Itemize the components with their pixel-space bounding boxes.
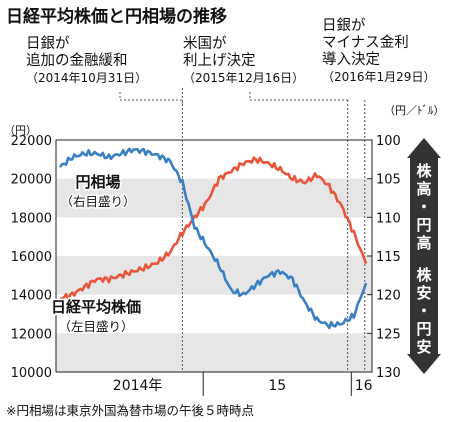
left-tick-label: 12000 — [11, 327, 52, 342]
left-tick-label: 18000 — [11, 211, 52, 226]
right-axis-unit: （円／ﾄﾞﾙ） — [384, 104, 445, 117]
left-tick-label: 16000 — [11, 250, 52, 265]
yen-series-line — [59, 156, 368, 301]
annotation-boj-easing: 日銀が 追加の金融緩和 （2014年10月31日） — [26, 36, 147, 87]
footnote: ※円相場は東京外国為替市場の午後５時時点 — [6, 403, 254, 418]
right-tick-label: 105 — [376, 173, 401, 188]
right-tick-label: 125 — [376, 327, 401, 342]
arrow-shaft — [410, 158, 438, 354]
annotation-line: 利上げ決定 — [183, 53, 256, 69]
annotation-date: （2016年1月29日） — [322, 70, 436, 84]
annotation-line: 日銀が — [322, 18, 366, 34]
right-tick-label: 120 — [376, 289, 401, 304]
right-tick-label: 115 — [376, 250, 401, 265]
nikkei-series-line — [58, 147, 368, 330]
annotation-date: （2015年12月16日） — [183, 71, 305, 85]
grid-band — [56, 333, 372, 372]
grid-band — [56, 256, 372, 295]
x-tick-label: 15 — [268, 378, 286, 394]
annotation-leader — [249, 92, 348, 101]
left-tick-label: 22000 — [11, 134, 52, 149]
x-tick-label: 2014年 — [113, 378, 163, 394]
arrow-label-down: 株 — [416, 266, 432, 284]
arrow-label-down: 安 — [416, 338, 431, 356]
nikkei-series-label: 日経平均株価 — [51, 298, 141, 316]
arrow-down-head — [407, 354, 441, 374]
left-axis-unit: （円） — [4, 124, 37, 137]
annotation-line: 導入決定 — [322, 52, 380, 68]
annotation-us-rate-hike: 米国が 利上げ決定 （2015年12月16日） — [183, 36, 304, 87]
right-tick-label: 110 — [376, 211, 401, 226]
arrow-label-down: ・ — [416, 302, 431, 320]
arrow-up-head — [407, 138, 441, 158]
left-tick-label: 10000 — [11, 366, 52, 381]
right-tick-label: 100 — [376, 134, 401, 149]
yen-series-label: 円相場 — [75, 173, 120, 191]
page-title: 日経平均株価と円相場の推移 — [6, 7, 227, 27]
yen-series-sublabel: （右目盛り） — [60, 194, 135, 209]
left-tick-label: 20000 — [11, 173, 52, 188]
annotation-date: （2014年10月31日） — [26, 71, 148, 85]
arrow-label-up: 高 — [416, 180, 431, 198]
annotation-boj-negative-rate: 日銀が マイナス金利 導入決定 （2016年1月29日） — [322, 18, 435, 86]
arrow-label-up: ・ — [416, 198, 431, 216]
left-tick-label: 14000 — [11, 289, 52, 304]
arrow-label-up: 円 — [416, 216, 431, 234]
right-tick-label: 130 — [376, 366, 401, 381]
arrow-label-up: 株 — [416, 162, 432, 180]
arrow-label-up: 高 — [416, 234, 431, 252]
arrow-label-down: 安 — [416, 284, 431, 302]
annotation-leader — [119, 92, 183, 104]
annotation-line: 日銀が — [26, 36, 70, 52]
x-tick-label: 16 — [355, 378, 373, 394]
annotation-line: マイナス金利 — [322, 35, 409, 51]
annotation-line: 追加の金融緩和 — [26, 53, 128, 69]
annotation-line: 米国が — [183, 36, 227, 52]
nikkei-series-sublabel: （左目盛り） — [58, 319, 133, 334]
arrow-label-down: 円 — [416, 320, 431, 338]
